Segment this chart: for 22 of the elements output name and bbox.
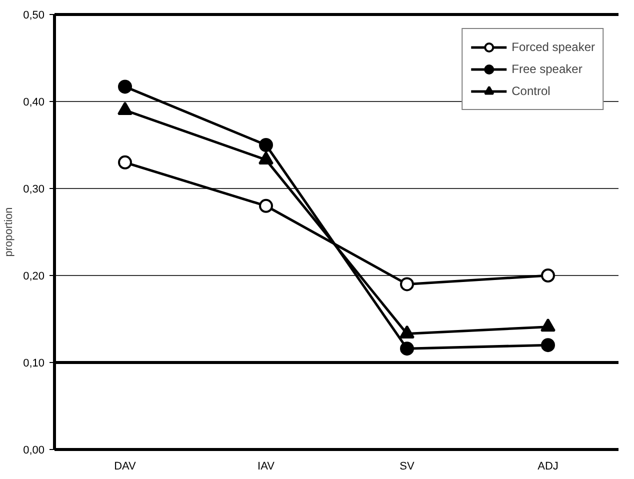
y-tick-label: 0,00 bbox=[23, 444, 45, 456]
point bbox=[259, 198, 273, 213]
x-tick-label: ADJ bbox=[538, 460, 558, 472]
y-tick-label: 0,40 bbox=[23, 96, 45, 108]
point bbox=[118, 80, 132, 94]
x-tick-label: DAV bbox=[114, 460, 137, 472]
x-tick-label: SV bbox=[400, 460, 415, 472]
legend-label: Control bbox=[512, 84, 550, 98]
point bbox=[118, 155, 132, 170]
y-axis-title: proportion bbox=[3, 207, 16, 257]
legend-label: Forced speaker bbox=[512, 40, 595, 54]
point bbox=[541, 338, 555, 352]
y-tick-label: 0,30 bbox=[23, 184, 45, 196]
x-tick-label: IAV bbox=[258, 460, 276, 472]
point bbox=[400, 342, 414, 356]
point bbox=[259, 138, 273, 152]
y-tick-label: 0,50 bbox=[23, 10, 45, 22]
legend-label: Free speaker bbox=[512, 62, 582, 76]
y-tick-label: 0,10 bbox=[23, 358, 45, 370]
point bbox=[400, 277, 414, 292]
point bbox=[541, 268, 555, 282]
y-tick-label: 0,20 bbox=[23, 270, 45, 282]
